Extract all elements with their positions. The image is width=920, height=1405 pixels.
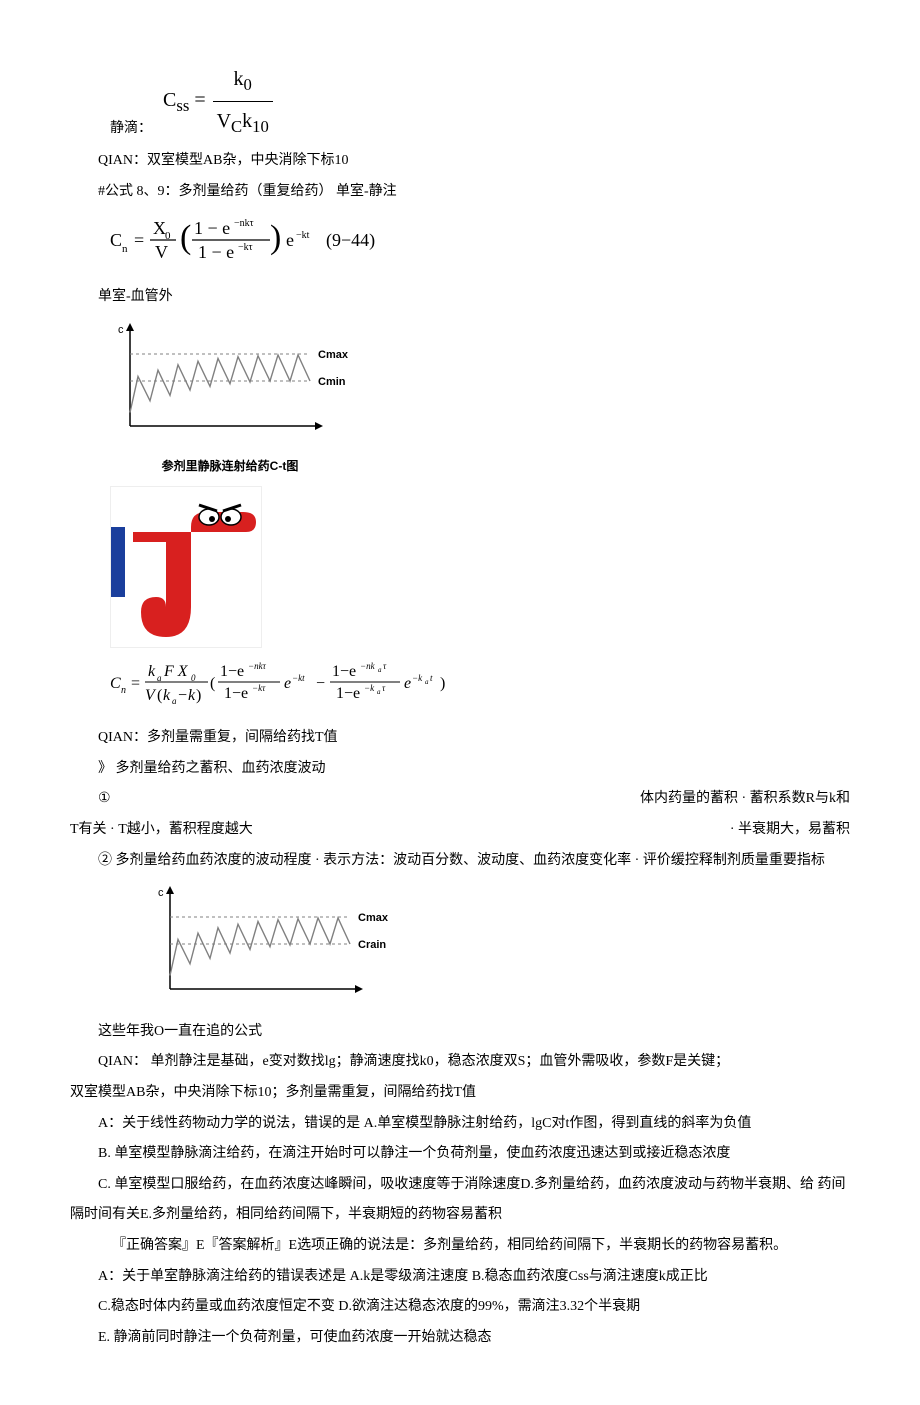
formula3-svg: Cn = ka F X0 V( ka −k ) ( 1−e−nkτ 1−e−kτ… (110, 656, 530, 708)
svg-text:1−e: 1−e (220, 663, 244, 680)
svg-text:): ) (270, 219, 281, 256)
svg-text:(: ( (157, 687, 162, 704)
text-line-11: QIAN： 单剂静注是基础，e变对数找lg；静滴速度找k0，稳态浓度双S；血管外… (70, 1049, 850, 1076)
chart-2: c Cmax Crain (150, 884, 850, 1015)
line8-left: T有关 · T越小，蓄积程度越大 (70, 817, 253, 844)
svg-text:): ) (440, 675, 445, 692)
svg-text:C: C (110, 230, 122, 250)
line7-right: 体内药量的蓄积 · 蓄积系数R与k和 (640, 786, 850, 813)
text-line-5: QIAN：多剂量需重复，间隔给药找T值 (70, 725, 850, 752)
svg-text:e: e (286, 230, 294, 250)
svg-text:Cmax: Cmax (318, 349, 349, 361)
svg-text:1−e: 1−e (332, 663, 356, 680)
split-line-7: ① 体内药量的蓄积 · 蓄积系数R与k和 (70, 786, 850, 813)
text-line-4: 单室-血管外 (70, 284, 850, 311)
f1-lhs: Css (163, 89, 189, 111)
f1-frac: k0 VCk10 (213, 60, 273, 142)
text-line-6: 》 多剂量给药之蓄积、血药浓度波动 (70, 756, 850, 783)
svg-text:=: = (131, 675, 140, 692)
line7-left: ① (70, 786, 111, 813)
svg-text:−kτ: −kτ (238, 242, 253, 253)
svg-text:−kτ: −kτ (252, 683, 266, 693)
svg-text:(9−44): (9−44) (326, 230, 375, 251)
svg-text:t: t (430, 673, 433, 683)
text-line-18: A：关于单室静脉滴注给药的错误表述是 A.k是零级滴注速度 B.稳态血药浓度Cs… (70, 1264, 850, 1291)
svg-text:n: n (121, 685, 126, 696)
svg-text:a: a (172, 696, 177, 706)
svg-text:a: a (425, 678, 429, 686)
svg-text:c: c (118, 324, 124, 336)
svg-text:−k: −k (364, 683, 375, 693)
svg-text:c: c (158, 887, 164, 899)
text-line-20: E. 静滴前同时静注一个负荷剂量，可使血药浓度一开始就达稳态 (70, 1325, 850, 1352)
svg-text:a: a (377, 688, 381, 696)
tau-svg (111, 487, 261, 647)
svg-text:a: a (378, 666, 382, 674)
formula-css-static-drip: 静滴： Css = k0 VCk10 (110, 60, 850, 142)
svg-text:−nk: −nk (360, 661, 376, 671)
svg-text:τ: τ (383, 661, 387, 671)
svg-text:V: V (155, 242, 168, 262)
text-line-12: 双室模型AB杂，中央消除下标10；多剂量需重复，间隔给药找T值 (70, 1080, 850, 1107)
split-line-8: T有关 · T越小，蓄积程度越大 · 半衰期大，易蓄积 (70, 817, 850, 844)
svg-text:e: e (284, 675, 291, 692)
text-line-15: C. 单室模型口服给药，在血药浓度达峰瞬间，吸收速度等于消除速度D.多剂量给药，… (70, 1172, 850, 1199)
tau-illustration (110, 486, 262, 648)
svg-text:1−e: 1−e (224, 685, 248, 702)
svg-text:(: ( (180, 219, 191, 256)
svg-text:C: C (110, 675, 121, 692)
svg-text:(: ( (210, 675, 215, 692)
svg-text:e: e (404, 675, 411, 692)
chart1-svg: c Cmax Cmin (110, 321, 370, 441)
svg-text:−: − (316, 675, 325, 692)
svg-text:k: k (188, 687, 196, 704)
svg-text:): ) (196, 687, 201, 704)
svg-text:τ: τ (382, 683, 386, 693)
formula-cn-oral: Cn = ka F X0 V( ka −k ) ( 1−e−nkτ 1−e−kτ… (110, 656, 850, 719)
text-line-2: QIAN：双室模型AB杂，中央消除下标10 (70, 148, 850, 175)
svg-text:−: − (178, 687, 187, 704)
text-line-14: B. 单室模型静脉滴注给药，在滴注开始时可以静注一个负荷剂量，使血药浓度迅速达到… (70, 1141, 850, 1168)
formula2-svg: Cn = X0 V ( 1 − e−nkτ 1 − e−kτ ) e−kt (9… (110, 214, 410, 266)
line8-right: · 半衰期大，易蓄积 (730, 817, 850, 844)
svg-text:1−e: 1−e (336, 685, 360, 702)
text-line-3: #公式 8、9：多剂量给药（重复给药） 单室-静注 (70, 179, 850, 206)
chart1-caption: 参剂里静脉连射给药C-t图 (110, 455, 350, 478)
text-line-13: A：关于线性药物动力学的说法，错误的是 A.单室模型静脉注射给药，lgC对t作图… (70, 1111, 850, 1138)
formula1-label: 静滴： (110, 116, 152, 143)
svg-text:n: n (122, 243, 128, 255)
svg-text:k: k (163, 687, 171, 704)
svg-text:Cmin: Cmin (318, 376, 346, 388)
svg-text:1 − e: 1 − e (198, 242, 234, 262)
svg-text:k: k (148, 663, 156, 680)
svg-text:V: V (145, 687, 157, 704)
svg-text:=: = (134, 230, 144, 250)
eq-sign: = (194, 89, 210, 111)
svg-text:−k: −k (412, 673, 423, 683)
chart2-svg: c Cmax Crain (150, 884, 410, 1004)
svg-text:−kt: −kt (296, 230, 310, 241)
svg-text:Cmax: Cmax (358, 912, 389, 924)
text-line-17: 『正确答案』E『答案解析』E选项正确的说法是：多剂量给药，相同给药间隔下，半衰期… (70, 1233, 850, 1260)
svg-text:F X: F X (163, 663, 189, 680)
svg-text:−nkτ: −nkτ (248, 661, 267, 671)
text-line-16: 隔时间有关E.多剂量给药，相同给药间隔下，半衰期短的药物容易蓄积 (70, 1202, 850, 1229)
svg-text:1 − e: 1 − e (194, 218, 230, 238)
text-line-9: ② 多剂量给药血药浓度的波动程度 · 表示方法：波动百分数、波动度、血药浓度变化… (70, 848, 850, 875)
svg-text:Crain: Crain (358, 939, 386, 951)
svg-text:−kt: −kt (292, 673, 305, 683)
svg-text:−nkτ: −nkτ (234, 218, 254, 229)
text-line-19: C.稳态时体内药量或血药浓度恒定不变 D.欲滴注达稳态浓度的99%，需滴注3.3… (70, 1294, 850, 1321)
text-line-10: 这些年我O一直在追的公式 (70, 1019, 850, 1046)
chart-1: c Cmax Cmin (110, 321, 850, 452)
formula-cn-iv: Cn = X0 V ( 1 − e−nkτ 1 − e−kτ ) e−kt (9… (110, 214, 850, 277)
